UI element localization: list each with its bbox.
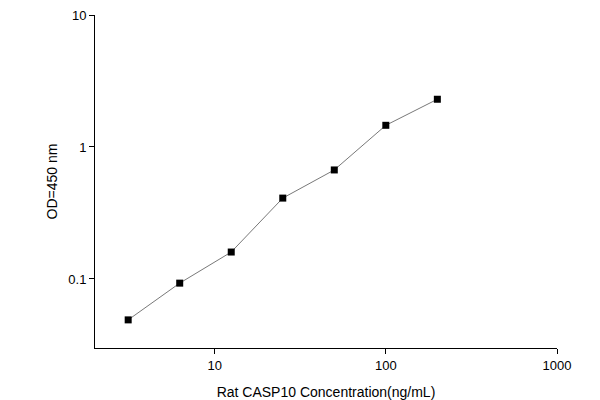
svg-text:10: 10 (72, 8, 86, 23)
svg-text:1000: 1000 (543, 358, 572, 373)
svg-text:100: 100 (375, 358, 397, 373)
svg-text:Rat CASP10 Concentration(ng/mL: Rat CASP10 Concentration(ng/mL) (217, 384, 436, 400)
svg-text:OD=450 nm: OD=450 nm (44, 144, 60, 220)
svg-text:10: 10 (207, 358, 221, 373)
svg-text:0.1: 0.1 (68, 272, 86, 287)
svg-text:1: 1 (79, 140, 86, 155)
